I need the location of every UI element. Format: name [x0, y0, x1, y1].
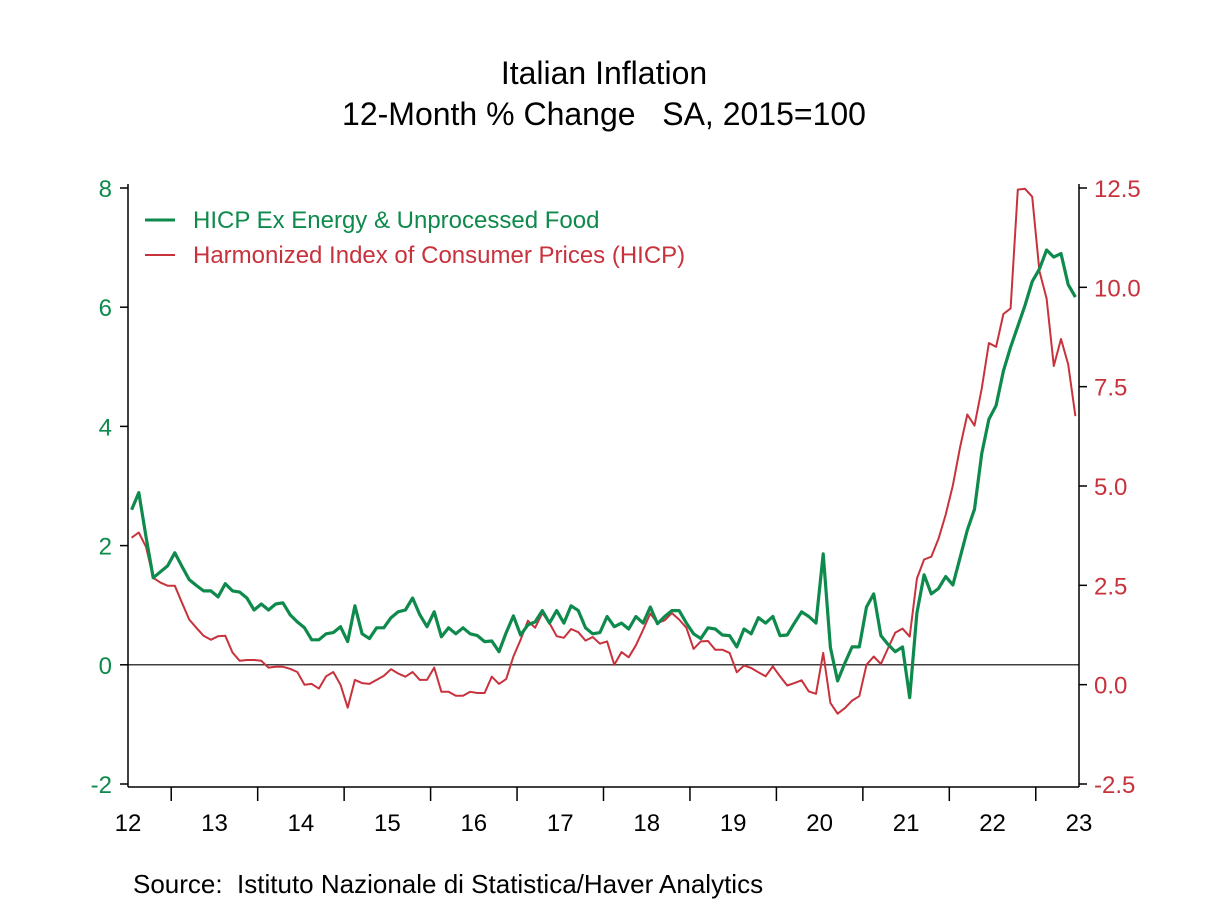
left-tick-label: 2: [99, 534, 112, 561]
x-tick-label: 20: [806, 810, 833, 837]
x-tick-label: 23: [1066, 810, 1093, 837]
right-tick-label: -2.5: [1094, 772, 1135, 799]
left-tick-label: 6: [99, 295, 112, 322]
left-tick-label: 8: [99, 176, 112, 203]
x-tick-label: 14: [288, 810, 315, 837]
series-line-core-hicp: [130, 248, 1077, 700]
series-group: [130, 187, 1077, 715]
right-tick-label: 5.0: [1094, 474, 1127, 501]
legend-label-core: HICP Ex Energy & Unprocessed Food: [193, 207, 599, 234]
x-tick-label: 15: [374, 810, 401, 837]
x-tick-label: 18: [633, 810, 660, 837]
x-tick-label: 19: [720, 810, 747, 837]
left-tick-label: 4: [99, 414, 112, 441]
x-tick-label: 12: [115, 810, 142, 837]
chart-title: Italian Inflation: [501, 55, 707, 91]
x-tick-label: 21: [893, 810, 920, 837]
right-tick-label: 2.5: [1094, 573, 1127, 600]
source-note: Source: Istituto Nazionale di Statistica…: [133, 869, 763, 899]
chart-subtitle: 12-Month % Change SA, 2015=100: [342, 96, 866, 132]
x-tick-label: 22: [979, 810, 1006, 837]
x-tick-label: 13: [201, 810, 228, 837]
right-tick-label: 10.0: [1094, 275, 1141, 302]
legend: HICP Ex Energy & Unprocessed Food Harmon…: [145, 207, 685, 269]
x-tick-label: 17: [547, 810, 574, 837]
right-tick-label: 0.0: [1094, 673, 1127, 700]
right-tick-label: 12.5: [1094, 176, 1141, 203]
left-tick-label: 0: [99, 653, 112, 680]
left-tick-label: -2: [91, 772, 112, 799]
axes: -2 0 2 4 6 8 -2.5 0.0 2.5 5.0 7.5 10.0 12.5 12 13 14 15 1…: [91, 176, 1141, 837]
series-line-hicp: [131, 187, 1077, 715]
x-tick-label: 16: [460, 810, 487, 837]
legend-label-hicp: Harmonized Index of Consumer Prices (HIC…: [193, 242, 685, 269]
right-tick-label: 7.5: [1094, 375, 1127, 402]
